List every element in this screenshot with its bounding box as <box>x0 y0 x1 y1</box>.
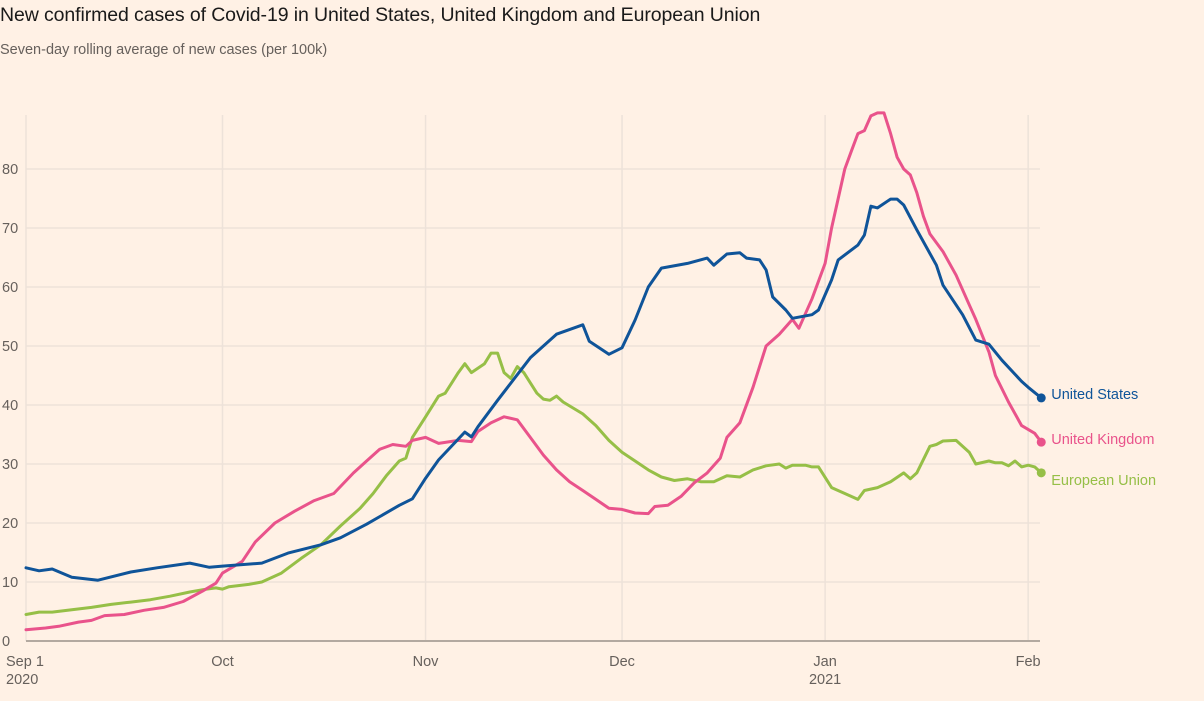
chart-title: New confirmed cases of Covid-19 in Unite… <box>0 4 761 26</box>
x-tick-label: Nov <box>413 654 440 670</box>
chart-subtitle: Seven-day rolling average of new cases (… <box>0 42 328 58</box>
legend-label: United Kingdom <box>1051 432 1154 448</box>
y-tick-label: 50 <box>2 339 18 355</box>
y-tick-label: 30 <box>2 457 18 473</box>
series-line-european-union <box>24 351 1043 616</box>
y-tick-label: 0 <box>2 634 10 650</box>
y-tick-label: 20 <box>2 516 18 532</box>
legend-label: United States <box>1051 387 1138 403</box>
y-tick-label: 40 <box>2 398 18 414</box>
series-end-marker <box>1036 393 1046 403</box>
series-line-united-kingdom <box>24 111 1043 632</box>
inline-legend: European Union United Kingdom United State… <box>1036 387 1156 489</box>
series-end-marker <box>1036 468 1046 478</box>
y-tick-label: 80 <box>2 162 18 178</box>
x-gridlines <box>25 115 1029 641</box>
x-tick-sublabel: 2020 <box>6 672 38 688</box>
x-tick-label: Jan <box>813 654 836 670</box>
x-tick-label: Oct <box>211 654 234 670</box>
y-gridlines <box>26 168 1040 583</box>
y-tick-label: 60 <box>2 280 18 296</box>
series-line-united-states <box>24 197 1043 582</box>
series-end-marker <box>1036 437 1046 447</box>
y-tick-label: 10 <box>2 575 18 591</box>
legend-label: European Union <box>1051 473 1156 489</box>
x-tick-label: Dec <box>609 654 635 670</box>
x-tick-label: Feb <box>1016 654 1041 670</box>
series-lines <box>24 111 1043 632</box>
x-tick-label: Sep 1 <box>6 654 44 670</box>
x-axis-tick-labels: Sep 1 2020 Oct Nov Dec Jan 2021 Feb <box>6 654 1041 688</box>
y-tick-label: 70 <box>2 221 18 237</box>
x-tick-sublabel: 2021 <box>809 672 841 688</box>
y-axis-tick-labels: 0 10 20 30 40 50 60 70 80 <box>2 162 18 650</box>
